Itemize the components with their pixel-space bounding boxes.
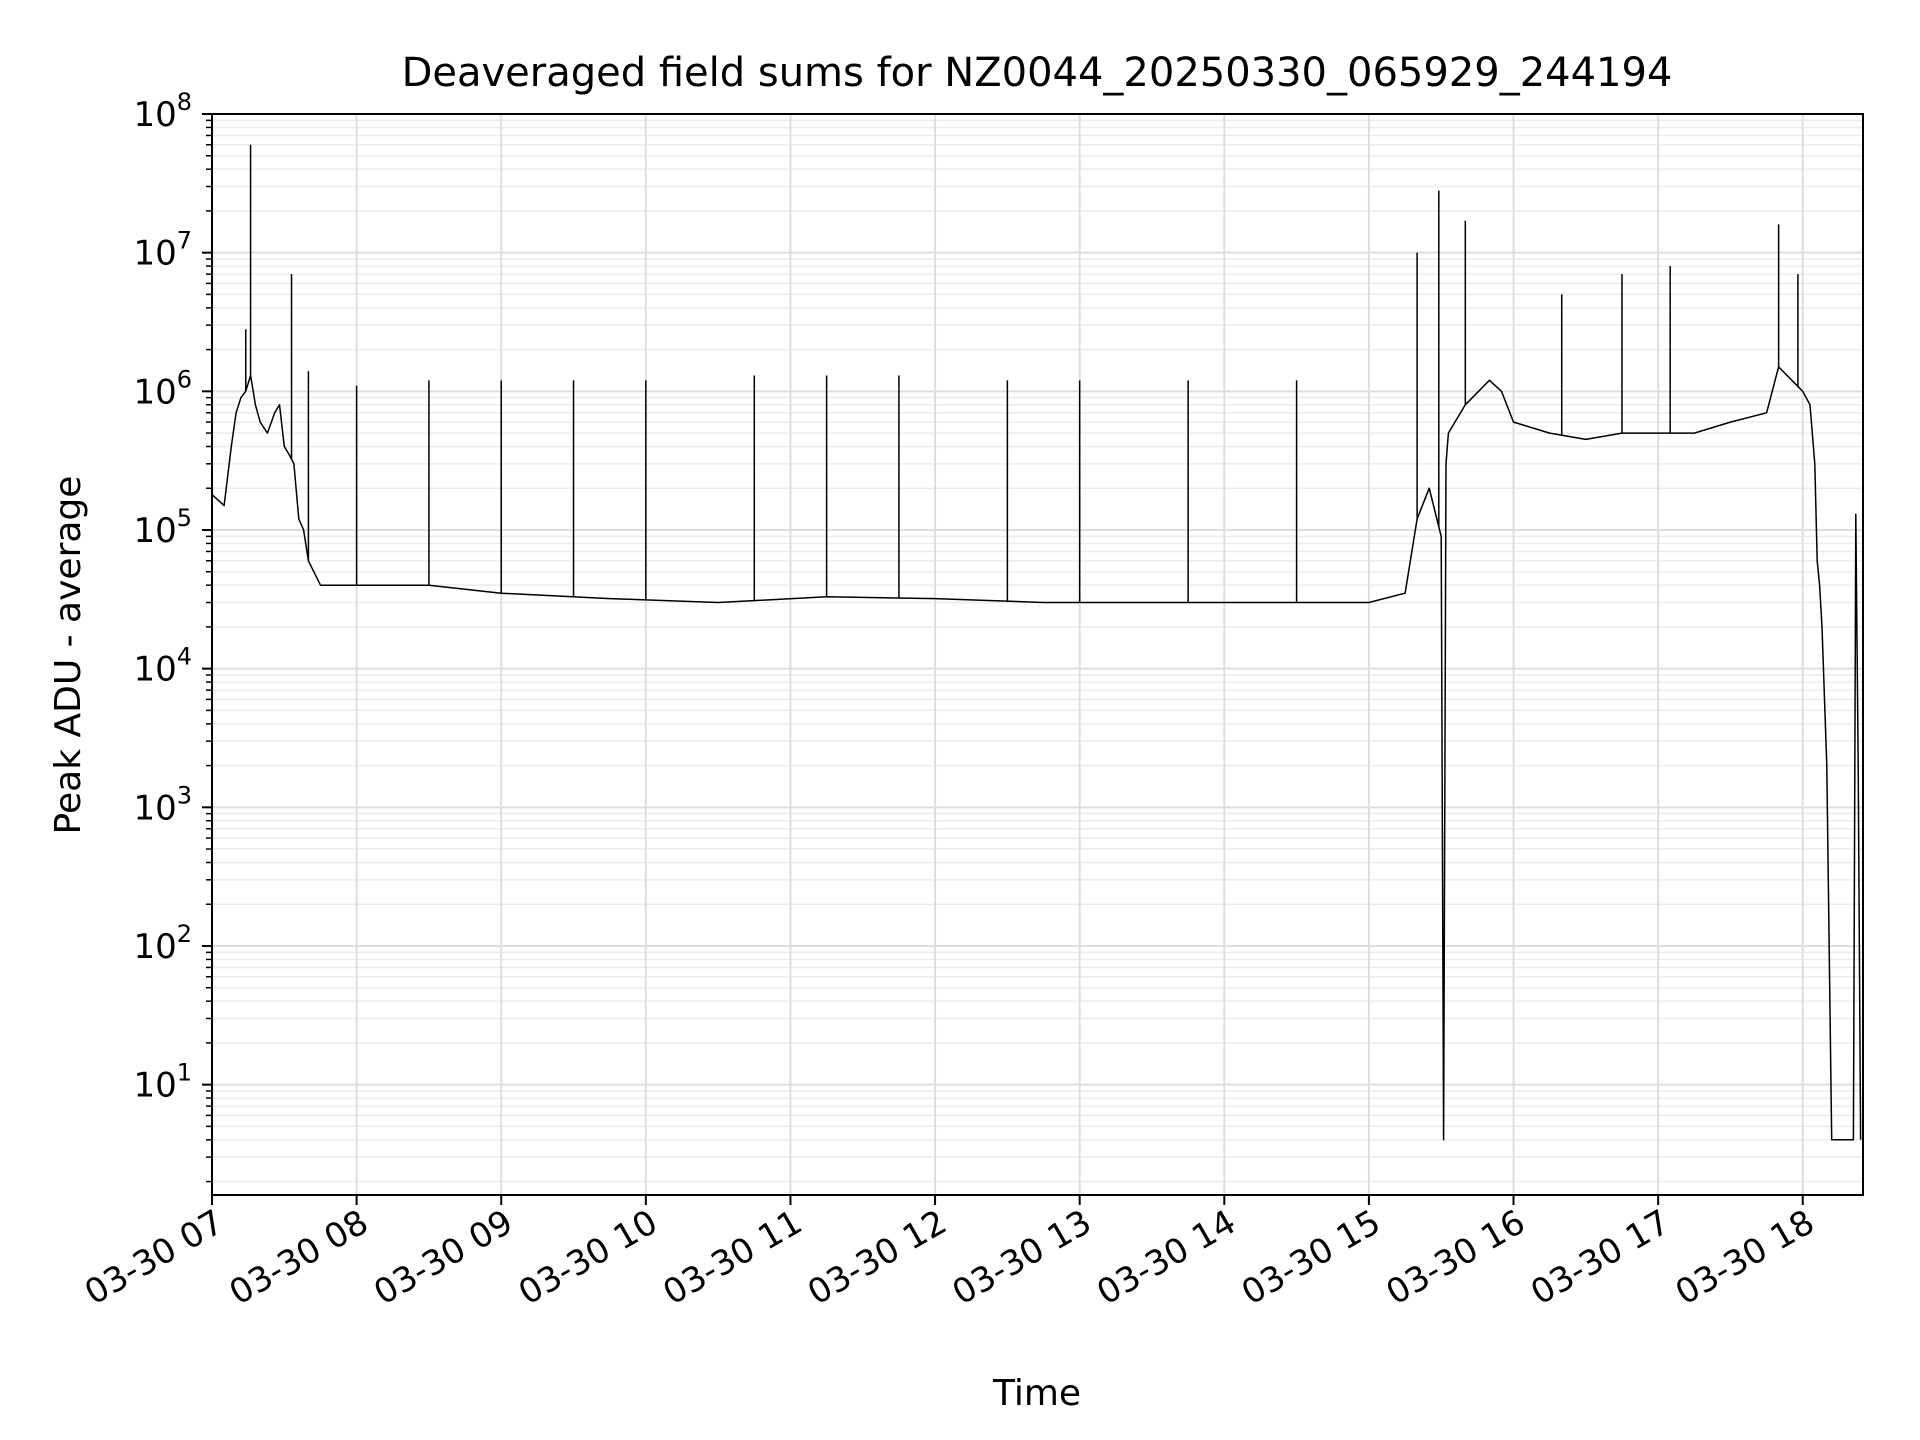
series-layer (211, 144, 1862, 1141)
y-tick-label: 108 (133, 88, 192, 135)
y-tick-label: 105 (133, 504, 192, 551)
y-tick-label: 102 (133, 920, 192, 967)
plot-frame (211, 113, 1864, 1196)
grid-minor (212, 119, 1863, 1183)
y-tick-label: 103 (133, 781, 192, 828)
y-tick-label: 107 (133, 227, 192, 274)
y-axis: 101 102 103 104 105 106 107 108 (133, 88, 212, 1183)
series-line (211, 366, 1862, 1141)
chart-title: Deaveraged field sums for NZ0044_2025033… (402, 50, 1673, 96)
y-axis-label: Peak ADU - average (48, 476, 89, 835)
y-tick-label: 106 (133, 365, 192, 412)
y-tick-label: 101 (133, 1059, 192, 1106)
x-axis-label: Time (992, 1373, 1081, 1414)
y-tick-label: 104 (133, 643, 192, 690)
